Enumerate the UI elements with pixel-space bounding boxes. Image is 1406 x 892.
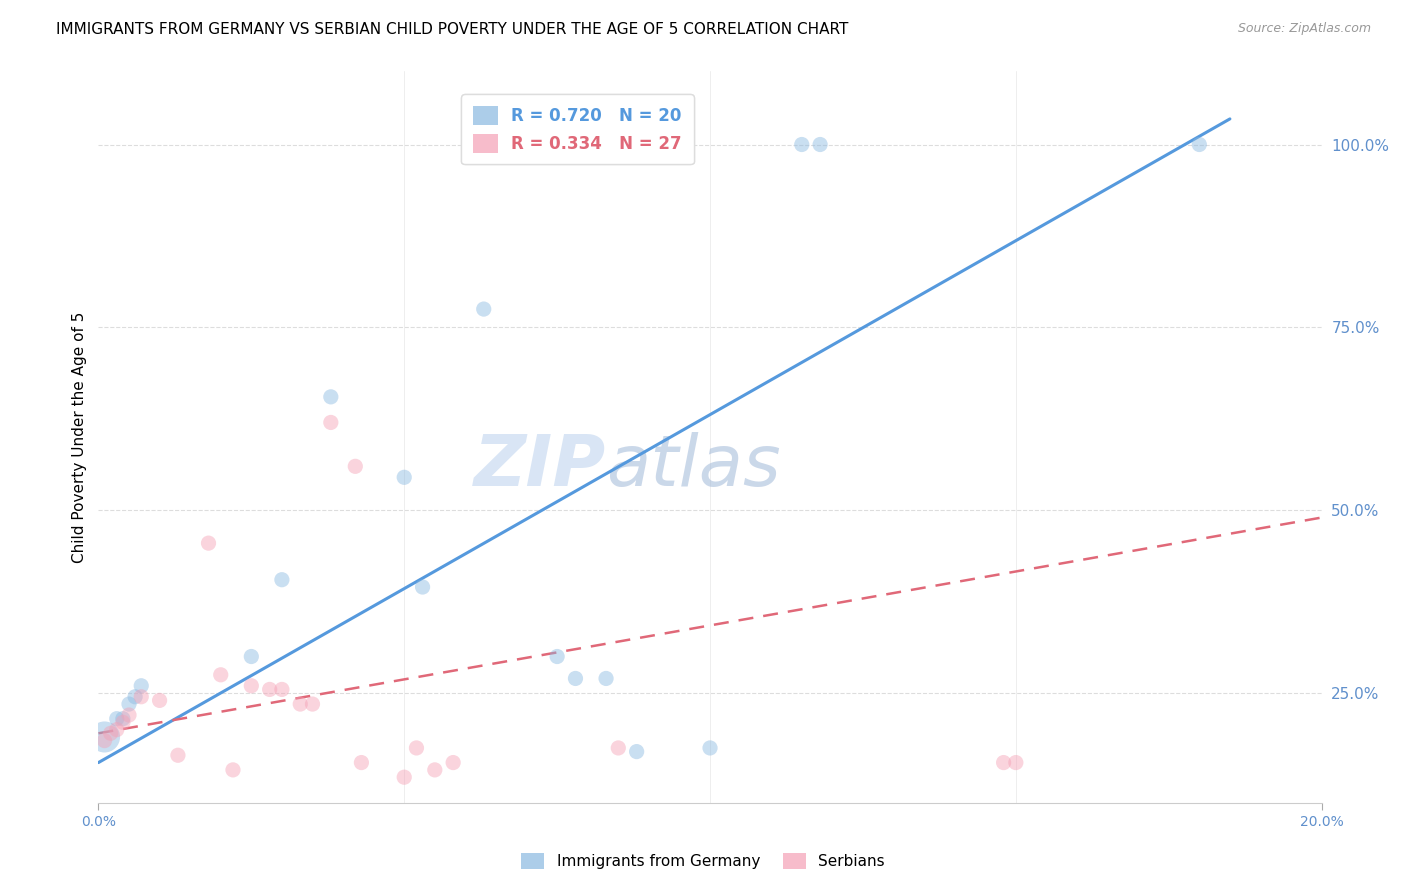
Point (472, 301, 495, 317)
Point (607, 740, 630, 755)
Point (319, 390, 342, 404)
Point (1188, 137, 1211, 152)
Point (209, 667, 232, 681)
Point (124, 690, 146, 704)
Point (259, 682, 281, 697)
Point (270, 682, 292, 697)
Point (118, 708, 141, 723)
Point (93, 733, 115, 747)
Point (808, 137, 831, 152)
Point (626, 745, 648, 759)
Point (546, 649, 568, 664)
Point (564, 672, 586, 686)
Legend: R = 0.720   N = 20, R = 0.334   N = 27: R = 0.720 N = 20, R = 0.334 N = 27 (461, 95, 693, 164)
Legend: Immigrants from Germany, Serbians: Immigrants from Germany, Serbians (515, 847, 891, 875)
Point (392, 770, 416, 784)
Point (595, 672, 617, 686)
Point (790, 137, 813, 152)
Point (472, 137, 495, 152)
Text: ZIP: ZIP (474, 432, 606, 500)
Point (167, 748, 190, 763)
Text: Source: ZipAtlas.com: Source: ZipAtlas.com (1237, 22, 1371, 36)
Point (423, 763, 446, 777)
Point (1004, 756, 1026, 770)
Point (197, 536, 219, 550)
Point (412, 580, 434, 594)
Point (105, 723, 128, 737)
Point (240, 679, 263, 693)
Point (301, 697, 323, 711)
Point (100, 726, 122, 740)
Point (222, 763, 245, 777)
Point (290, 697, 312, 711)
Point (93, 730, 115, 744)
Point (392, 470, 416, 484)
Point (993, 756, 1015, 770)
Point (405, 740, 427, 755)
Text: IMMIGRANTS FROM GERMANY VS SERBIAN CHILD POVERTY UNDER THE AGE OF 5 CORRELATION : IMMIGRANTS FROM GERMANY VS SERBIAN CHILD… (56, 22, 849, 37)
Point (270, 573, 292, 587)
Point (149, 693, 172, 707)
Point (129, 690, 152, 704)
Point (441, 756, 464, 770)
Y-axis label: Child Poverty Under the Age of 5: Child Poverty Under the Age of 5 (72, 311, 87, 563)
Text: atlas: atlas (606, 432, 780, 500)
Point (105, 712, 128, 726)
Point (319, 416, 342, 430)
Point (111, 712, 134, 726)
Point (129, 679, 152, 693)
Point (350, 756, 373, 770)
Point (240, 649, 263, 664)
Point (118, 697, 141, 711)
Point (111, 715, 134, 730)
Point (699, 740, 721, 755)
Point (344, 459, 367, 474)
